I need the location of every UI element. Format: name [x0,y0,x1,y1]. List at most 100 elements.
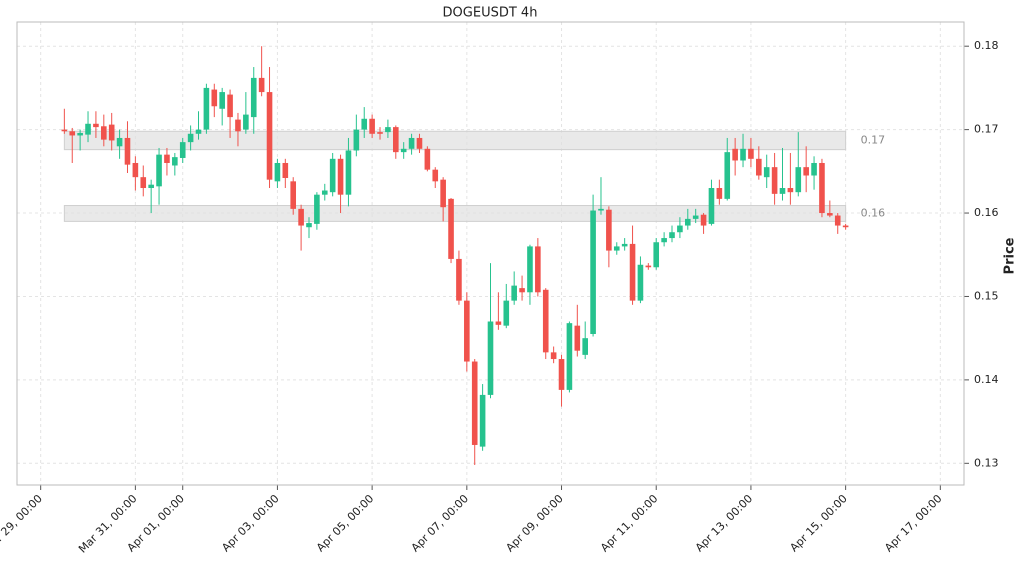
y-tick-label: 0.15 [974,289,999,302]
candle-body [724,152,731,199]
candle-body [811,162,817,176]
candle-body [456,258,462,301]
candle-body [164,154,170,163]
candle-body [424,148,431,170]
candle-body [440,179,446,208]
candle-body [377,132,383,134]
candle-body [290,181,297,209]
candle-body [574,325,581,351]
candle-body [606,209,612,251]
candle-body [179,142,186,158]
candle-body [195,129,202,134]
candle-body [266,92,273,180]
candle-body [61,129,68,132]
candle-body [172,157,178,166]
candle-body [787,188,794,193]
candle-body [93,123,99,128]
candle-body [669,232,675,239]
candle-body [243,114,249,130]
candle-body [621,243,628,247]
candle-body [700,214,707,226]
candle-body [503,300,510,326]
candle-body [613,246,620,251]
chart-title: DOGEUSDT 4h [443,6,538,21]
candle-body [487,321,494,395]
x-tick-label: Apr 15, 00:00 [787,492,849,554]
candle-body [69,131,76,136]
candle-body [464,300,470,362]
zone-label: 0.16 [861,206,886,219]
candle-body [416,137,423,149]
x-tick-label: Apr 13, 00:00 [693,492,755,554]
candle-body [740,148,746,161]
x-tick-label: Mar 29, 00:00 [0,492,45,556]
candle-body [692,215,699,219]
candle-body [803,167,809,176]
candle-body [329,158,336,193]
candle-body [732,148,738,161]
candle-body [535,246,541,293]
candle-body [495,321,502,325]
candle-body [132,162,139,178]
y-tick-label: 0.18 [974,39,999,52]
candle-body [763,167,770,178]
y-tick-label: 0.13 [974,456,999,469]
candle-body [203,87,210,130]
candle-body [827,213,833,216]
candle-body [187,133,194,143]
candle-body [361,118,368,130]
candle-body [558,359,565,390]
candle-body [448,198,454,259]
candle-body [566,323,573,390]
candle-body [321,190,328,195]
candle-body [748,148,754,159]
candle-body [108,124,115,141]
candle-body [306,223,312,228]
candle-body [511,285,517,301]
zone [63,130,847,151]
candle-body [235,119,241,132]
candle-body [345,150,352,195]
candle-body [140,177,147,189]
candle-body [250,77,257,118]
candle-body [590,210,596,335]
candle-body [116,137,123,147]
x-tick-label: Apr 07, 00:00 [409,492,471,554]
candle-body [819,162,825,214]
y-tick-label: 0.17 [974,123,999,136]
candle-body [795,167,802,193]
candle-body [85,123,91,135]
candle-body [408,137,415,149]
candle-body [629,243,636,301]
candle-body [756,158,762,176]
candle-body [708,188,715,224]
candle-body [227,94,233,118]
candle-body [385,127,391,133]
candle-body [282,162,289,179]
zone-label: 0.17 [861,133,886,146]
candle-body [156,154,162,187]
candle-body [779,188,786,194]
candle-body [677,225,683,233]
candle-body [353,129,360,151]
candle-body [645,265,652,268]
candle-body [582,338,588,355]
candle-body [314,194,320,224]
candle-body [519,288,525,293]
candle-body [471,361,478,445]
y-tick-label: 0.14 [974,373,999,386]
x-tick-label: Apr 17, 00:00 [882,492,944,554]
candle-body [842,225,849,228]
x-tick-label: Apr 03, 00:00 [219,492,281,554]
zone [63,205,847,222]
x-tick-label: Apr 11, 00:00 [598,492,660,554]
candle-body [479,394,486,447]
candle-body [653,242,660,268]
plot-frame [16,21,965,486]
candle-body [637,264,644,301]
candle-body [369,118,375,134]
candle-body [834,215,841,226]
candle-body [550,352,557,360]
x-tick-label: Apr 05, 00:00 [314,492,376,554]
candle-body [274,162,281,182]
